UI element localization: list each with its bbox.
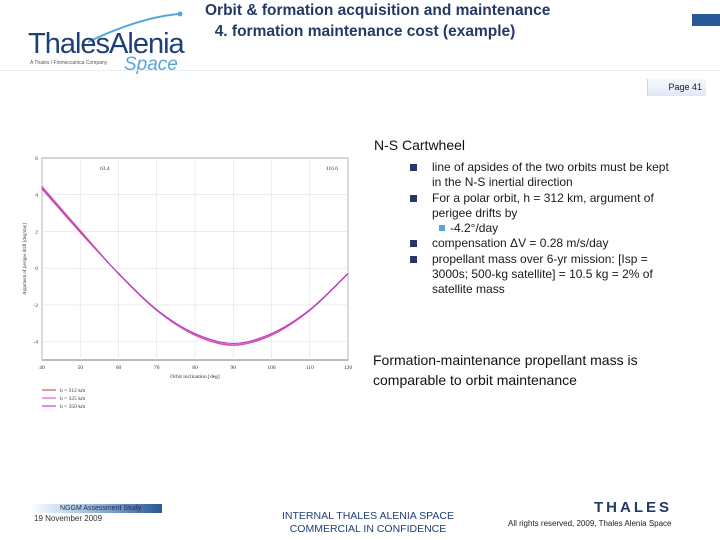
square-bullet-icon	[439, 225, 445, 232]
y-tick-label: -4	[33, 340, 38, 346]
footer-study-block: NGGM Assessment Study 19 November 2009	[30, 504, 162, 523]
bullet-list: line of apsides of the two orbits must b…	[410, 160, 672, 298]
y-tick-label: 4	[35, 193, 38, 199]
logo-space-word: Space	[124, 54, 178, 75]
y-tick-label: -2	[33, 303, 38, 309]
section-heading: N-S Cartwheel	[374, 137, 466, 153]
legend-label: h = 325 km	[60, 396, 86, 402]
legend-label: h = 350 km	[60, 404, 86, 410]
y-axis-label: Argument of perigee drift [deg/day]	[23, 223, 28, 295]
series-line	[41, 188, 349, 345]
corner-label: 63.4	[100, 166, 110, 172]
x-tick-label: 90	[231, 365, 237, 371]
x-tick-label: 70	[154, 365, 160, 371]
logo-tagline: A Thales / Finmeccanica Company	[30, 60, 108, 66]
corner-accent-bar	[692, 14, 720, 26]
title-line-2: 4. formation maintenance cost (example)	[214, 23, 516, 40]
y-tick-label: 2	[35, 229, 38, 235]
page-number: Page 41	[668, 82, 702, 92]
x-tick-label: 100	[267, 365, 276, 371]
slide-title: Orbit & formation acquisition and mainte…	[205, 0, 551, 42]
logo-swoosh-icon	[87, 11, 183, 43]
bullet-item: For a polar orbit, h = 312 km, argument …	[410, 191, 672, 222]
title-line-1: Orbit & formation acquisition and mainte…	[205, 2, 551, 19]
bullet-item: propellant mass over 6-yr mission: [Isp …	[410, 252, 672, 298]
sub-bullet-item: -4.2°/day	[410, 221, 672, 236]
thales-logo: THALES	[594, 499, 672, 516]
square-bullet-icon	[410, 255, 417, 263]
x-tick-label: 40	[39, 365, 45, 371]
logo-wordmark: ThalesAlenia	[28, 28, 185, 60]
x-tick-label: 60	[116, 365, 122, 371]
square-bullet-icon	[410, 240, 417, 248]
bullet-item: line of apsides of the two orbits must b…	[410, 160, 672, 191]
footer-date: 19 November 2009	[34, 514, 103, 523]
corner-label: 116.6	[326, 166, 338, 172]
thales-alenia-logo: ThalesAlenia A Thales / Finmeccanica Com…	[18, 8, 198, 75]
legend-label: h = 312 km	[60, 388, 86, 394]
perigee-drift-chart: 40 50 60 70 80 90 100 110 120 -4 -2 0 2 4 6 Orbit incli…	[20, 150, 355, 410]
study-banner: NGGM Assessment Study	[30, 504, 162, 513]
square-bullet-icon	[410, 194, 417, 202]
y-tick-label: 0	[35, 266, 38, 272]
conclusion-text: Formation-maintenance propellant mass is…	[373, 352, 638, 388]
x-tick-label: 110	[306, 365, 314, 371]
bullet-item: compensation ΔV = 0.28 m/s/day	[410, 236, 672, 251]
chart-svg: 40 50 60 70 80 90 100 110 120 -4 -2 0 2 4 6 Orbit incli…	[23, 156, 353, 410]
confidentiality-notice: INTERNAL THALES ALENIA SPACE COMMERCIAL …	[282, 510, 454, 535]
x-axis-label: Orbit inclination [deg]	[170, 374, 220, 380]
x-tick-label: 50	[78, 365, 84, 371]
header-divider	[0, 70, 720, 71]
copyright-text: All rights reserved, 2009, Thales Alenia…	[508, 519, 672, 528]
study-name: NGGM Assessment Study	[60, 505, 142, 512]
square-bullet-icon	[410, 164, 417, 171]
page-number-tab: Page 41	[647, 79, 706, 96]
y-tick-label: 6	[35, 156, 38, 162]
x-tick-label: 80	[192, 365, 198, 371]
x-tick-label: 120	[344, 365, 353, 371]
